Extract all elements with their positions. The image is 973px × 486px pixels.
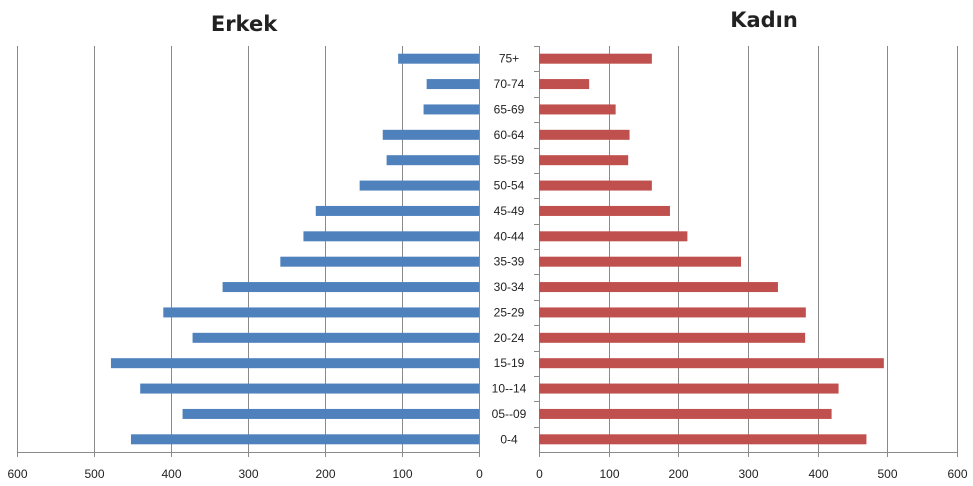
male-bar-05--09 — [182, 408, 480, 419]
male-tick-label: 300 — [238, 467, 258, 481]
male-bar-50-54 — [359, 180, 479, 191]
male-bar-65-69 — [423, 104, 479, 115]
female-bar-10--14 — [539, 383, 839, 394]
male-bar-30-34 — [222, 282, 479, 293]
age-group-label: 45-49 — [494, 204, 525, 218]
female-tick-label: 200 — [668, 467, 688, 481]
age-group-label: 35-39 — [494, 255, 525, 269]
female-bar-75+ — [539, 53, 652, 64]
male-bar-25-29 — [163, 307, 480, 318]
male-tick-label: 200 — [315, 467, 335, 481]
age-group-label: 15-19 — [494, 356, 525, 370]
age-group-label: 60-64 — [494, 128, 525, 142]
female-bar-35-39 — [539, 256, 742, 267]
male-bar-0-4 — [130, 434, 479, 445]
female-bar-15-19 — [539, 358, 884, 369]
age-group-label: 50-54 — [494, 179, 525, 193]
age-group-label: 70-74 — [494, 77, 525, 91]
male-tick-label: 400 — [161, 467, 181, 481]
male-tick-label: 0 — [476, 467, 483, 481]
female-bar-30-34 — [539, 282, 778, 293]
age-group-label: 30-34 — [494, 280, 525, 294]
male-bar-55-59 — [386, 155, 479, 166]
male-axis-ticks: 600 500 400 300 200 100 0 — [7, 467, 483, 481]
male-tick-label: 600 — [7, 467, 27, 481]
age-group-label: 0-4 — [500, 432, 518, 446]
female-tick-label: 100 — [599, 467, 619, 481]
female-chart-title: Kadın — [730, 8, 798, 32]
female-bar-50-54 — [539, 180, 652, 191]
female-bar-20-24 — [539, 332, 806, 343]
age-group-label: 40-44 — [494, 229, 525, 243]
male-bars — [110, 53, 480, 445]
female-bar-55-59 — [539, 155, 629, 166]
female-bar-0-4 — [539, 434, 867, 445]
male-bar-60-64 — [382, 129, 479, 140]
age-group-label: 65-69 — [494, 102, 525, 116]
female-bar-70-74 — [539, 79, 590, 90]
age-group-label: 05--09 — [492, 407, 527, 421]
female-tick-label: 500 — [877, 467, 897, 481]
male-bar-10--14 — [140, 383, 479, 394]
female-bar-60-64 — [539, 129, 630, 140]
male-tick-label: 100 — [392, 467, 412, 481]
male-chart-title: Erkek — [211, 12, 278, 36]
male-gridlines — [17, 46, 480, 457]
age-group-label: 20-24 — [494, 331, 525, 345]
female-tick-label: 0 — [536, 467, 543, 481]
age-group-label: 10--14 — [492, 382, 527, 396]
age-group-label: 75+ — [499, 52, 519, 66]
male-bar-15-19 — [110, 358, 479, 369]
female-tick-label: 300 — [738, 467, 758, 481]
male-bar-40-44 — [303, 231, 479, 242]
age-group-labels: 75+ 70-74 65-69 60-64 55-59 50-54 45-49 40-44 35… — [492, 52, 527, 447]
male-bar-70-74 — [426, 79, 479, 90]
male-bar-75+ — [398, 53, 479, 64]
female-bar-05--09 — [539, 408, 832, 419]
male-bar-35-39 — [280, 256, 479, 267]
age-group-label: 25-29 — [494, 305, 525, 319]
female-bar-25-29 — [539, 307, 806, 318]
male-bar-20-24 — [192, 332, 479, 343]
female-bar-40-44 — [539, 231, 688, 242]
female-bar-45-49 — [539, 205, 670, 216]
female-tick-label: 600 — [947, 467, 967, 481]
male-bar-45-49 — [315, 205, 479, 216]
female-tick-label: 400 — [808, 467, 828, 481]
female-bar-65-69 — [539, 104, 616, 115]
female-bars — [539, 53, 884, 445]
age-group-label: 55-59 — [494, 153, 525, 167]
male-tick-label: 500 — [84, 467, 104, 481]
female-axis-ticks: 0 100 200 300 400 500 600 — [536, 467, 968, 481]
